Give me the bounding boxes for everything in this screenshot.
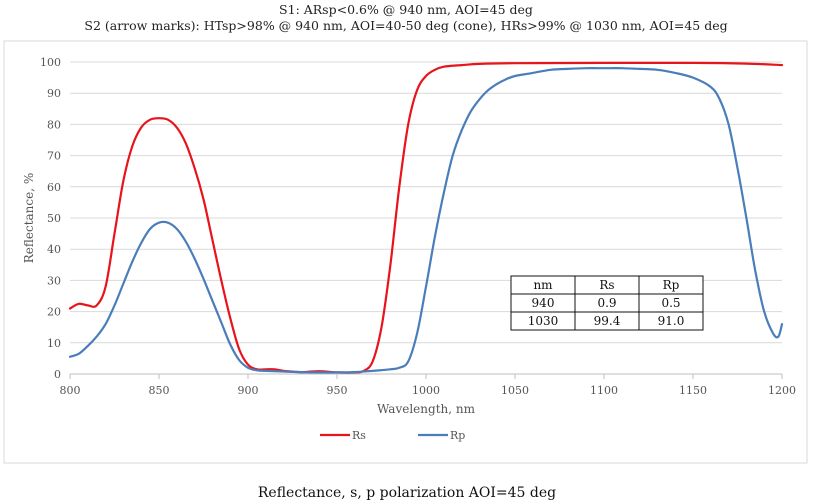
table-value: 0.9 [597,296,616,310]
x-tick-label: 1050 [501,384,529,397]
legend: Rs Rp [320,429,465,442]
x-tick-label: 850 [149,384,170,397]
y-tick-label: 100 [40,56,61,69]
table-value: 91.0 [658,314,685,328]
x-tick-label: 1100 [590,384,618,397]
legend-label-rp: Rp [450,429,465,442]
y-tick-labels: 0 10 20 30 40 50 60 70 80 90 100 [40,56,61,381]
x-tick-label: 1000 [412,384,440,397]
x-tick-label: 800 [60,384,81,397]
table-cell [638,311,704,331]
table-value: 99.4 [594,314,621,328]
y-tick-label: 60 [47,181,61,194]
y-tick-label: 10 [47,337,61,350]
y-tick-label: 80 [47,118,61,131]
chart-subtitle: S2 (arrow marks): HTsp>98% @ 940 nm, AOI… [84,18,727,33]
chart-area-border [3,40,808,464]
y-tick-label: 70 [47,150,61,163]
table-value: 940 [532,296,555,310]
y-tick-label: 40 [47,243,61,256]
table-value: 0.5 [661,296,680,310]
series-line-rs [68,61,784,374]
y-tick-label: 90 [47,87,61,100]
table-header: Rp [663,278,680,292]
table-header: nm [533,278,553,292]
x-tick-labels: 800 850 900 950 1000 1050 1100 1150 1200 [60,384,797,397]
gridlines [69,61,783,379]
y-tick-label: 0 [54,368,61,381]
y-tick-label: 50 [47,212,61,225]
y-tick-label: 20 [47,306,61,319]
figure-caption: Reflectance, s, p polarization AOI=45 de… [258,485,556,501]
y-axis-label: Reflectance, % [22,173,36,264]
series-line-rp [68,67,784,374]
x-axis-label: Wavelength, nm [377,402,476,416]
series-lines [68,61,784,374]
legend-label-rs: Rs [352,429,366,442]
table-value: 1030 [528,314,559,328]
x-tick-label: 900 [238,384,259,397]
table-header: Rs [599,278,614,292]
y-tick-label: 30 [47,274,61,287]
chart-title: S1: ARsp<0.6% @ 940 nm, AOI=45 deg [279,2,533,17]
x-tick-label: 950 [327,384,348,397]
x-tick-label: 1150 [679,384,707,397]
x-tick-label: 1200 [768,384,796,397]
data-table: nm Rs Rp 940 0.9 0.5 1030 99.4 91.0 [510,275,704,331]
